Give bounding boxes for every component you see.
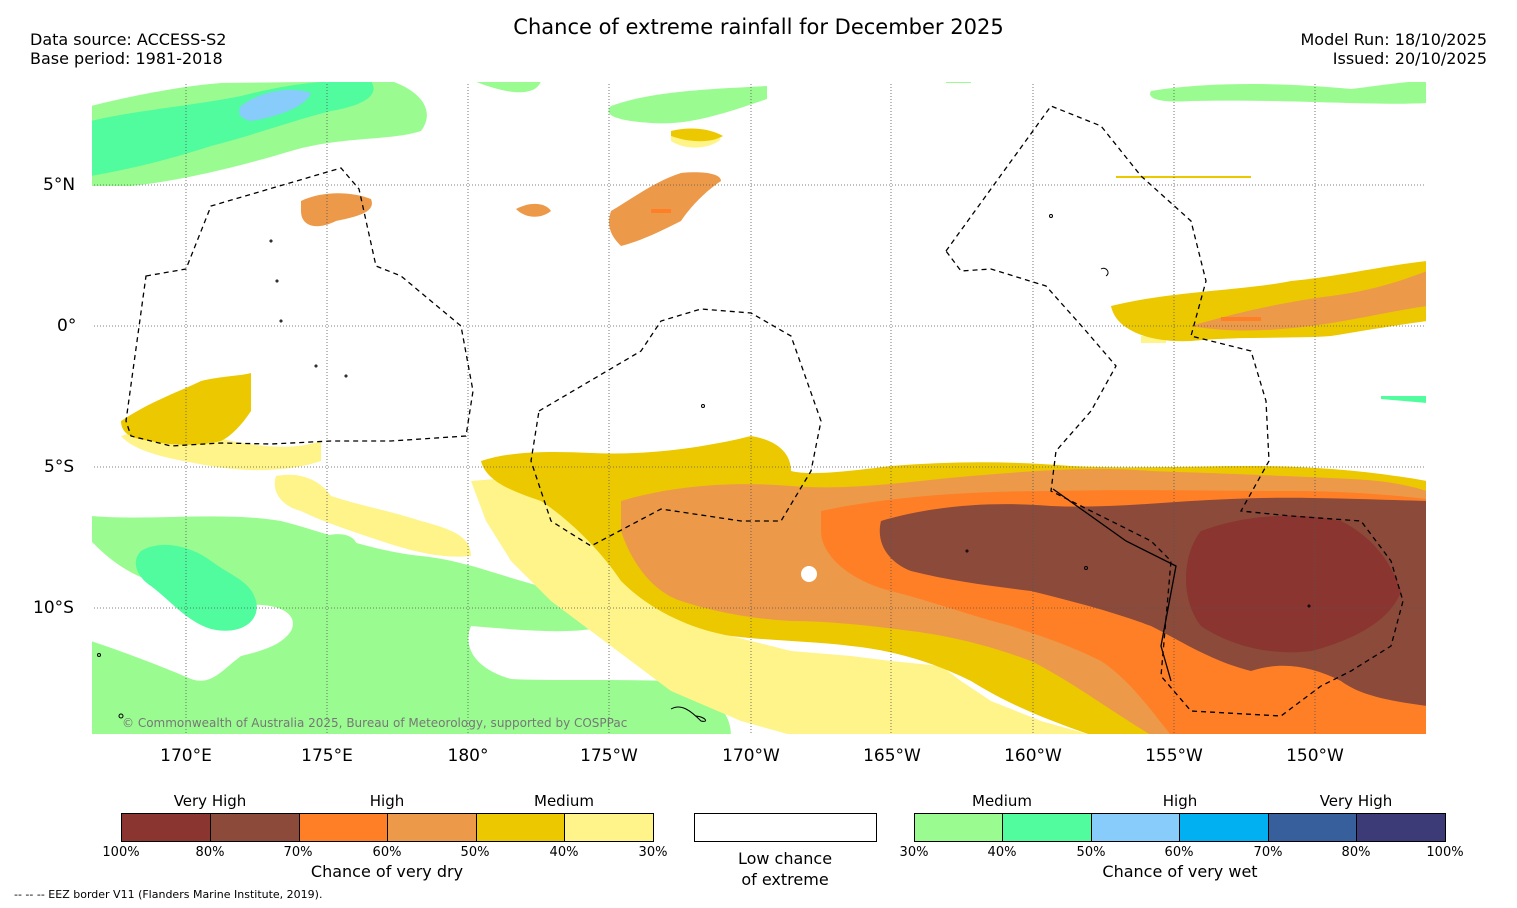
neutral-caption-line2: of extreme [741, 870, 829, 889]
dry-pct-100: 100% [102, 845, 140, 860]
wet-pct-60: 60% [1164, 845, 1194, 860]
wet-pct-100: 100% [1426, 845, 1464, 860]
model-run-block: Model Run: 18/10/2025 Issued: 20/10/2025 [1301, 30, 1488, 68]
wet-swatch-5 [1268, 813, 1358, 842]
wet-very-high-region [239, 89, 311, 121]
wet-swatch-2 [1002, 813, 1092, 842]
lat-label-5n: 5°N [43, 175, 76, 195]
graticule [91, 81, 1427, 735]
maritime-border-line [1052, 488, 1177, 682]
lon-label-180: 180° [447, 746, 489, 766]
dry-swatch-4 [387, 813, 477, 842]
wet-pct-40: 40% [987, 845, 1017, 860]
wet-swatch-1 [914, 813, 1004, 842]
island-outlines [97, 214, 1311, 722]
dry-pct-50: 50% [460, 845, 490, 860]
dry-category-high: High [369, 792, 405, 810]
wet-category-medium: Medium [972, 792, 1032, 810]
model-run-text: Model Run: 18/10/2025 [1300, 30, 1488, 49]
lon-label-160w: 160°W [1004, 746, 1062, 766]
lat-label-10s: 10°S [33, 598, 74, 618]
wet-pct-70: 70% [1253, 845, 1283, 860]
dry-pct-80: 80% [195, 845, 225, 860]
dry-swatch-3 [299, 813, 389, 842]
dry-pct-40: 40% [549, 845, 579, 860]
wet-swatch-4 [1179, 813, 1269, 842]
dry-caption: Chance of very dry [310, 862, 464, 881]
dry-swatch-6 [564, 813, 654, 842]
neutral-caption-line1: Low chance [737, 849, 833, 868]
wet-swatch-6 [1356, 813, 1446, 842]
lon-label-155w: 155°W [1145, 746, 1203, 766]
lat-label-5s: 5°S [44, 457, 75, 477]
neutral-swatch [694, 813, 877, 842]
lon-label-175w: 175°W [580, 746, 638, 766]
map-white-spot [801, 566, 817, 582]
lon-label-165w: 165°W [863, 746, 921, 766]
wet-category-high: High [1162, 792, 1198, 810]
wet-pct-80: 80% [1341, 845, 1371, 860]
dry-swatch-2 [210, 813, 300, 842]
dry-pct-60: 60% [372, 845, 402, 860]
dry-very-high-regions [879, 497, 1427, 706]
lon-label-150w: 150°W [1286, 746, 1344, 766]
data-source-block: Data source: ACCESS-S2 Base period: 1981… [30, 30, 226, 68]
eez-border-note: -- -- -- EEZ border V11 (Flanders Marine… [14, 888, 323, 901]
dry-pct-30: 30% [638, 845, 668, 860]
dry-swatch-1 [121, 813, 211, 842]
wet-caption: Chance of very wet [1102, 862, 1258, 881]
copyright-text: © Commonwealth of Australia 2025, Bureau… [122, 716, 628, 730]
dry-category-medium: Medium [534, 792, 594, 810]
lon-label-170w: 170°W [722, 746, 780, 766]
rainfall-map [91, 81, 1427, 735]
eez-borders [125, 105, 1404, 717]
dry-pct-70: 70% [283, 845, 313, 860]
data-source-text: Data source: ACCESS-S2 [30, 30, 227, 49]
wet-pct-50: 50% [1076, 845, 1106, 860]
neutral-caption: Low chance of extreme [685, 848, 885, 890]
issued-text: Issued: 20/10/2025 [1332, 49, 1487, 68]
lon-label-175e: 175°E [301, 746, 353, 766]
chart-title: Chance of extreme rainfall for December … [513, 15, 1004, 39]
dry-category-very-high: Very High [173, 792, 247, 810]
base-period-text: Base period: 1981-2018 [30, 49, 223, 68]
wet-high-regions [91, 81, 1427, 631]
wet-swatch-3 [1091, 813, 1181, 842]
dry-swatch-5 [476, 813, 566, 842]
map-frame [91, 81, 1427, 735]
lat-label-0: 0° [57, 316, 77, 336]
lon-label-170e: 170°E [160, 746, 212, 766]
wet-category-very-high: Very High [1319, 792, 1393, 810]
wet-pct-30: 30% [899, 845, 929, 860]
